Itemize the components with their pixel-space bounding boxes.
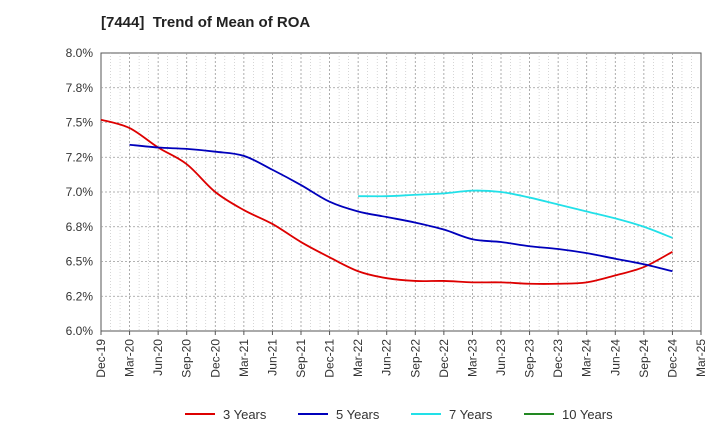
- y-tick-label: 8.0%: [66, 46, 94, 60]
- x-tick-label: Sep-24: [637, 339, 651, 378]
- x-tick-label: Sep-20: [180, 339, 194, 378]
- y-tick-label: 7.0%: [66, 185, 94, 199]
- y-tick-label: 6.5%: [66, 255, 94, 269]
- series-line-5-years: [129, 143, 673, 273]
- x-tick-label: Dec-23: [551, 339, 565, 378]
- y-tick-label: 6.8%: [66, 220, 94, 234]
- x-tick-label: Dec-19: [94, 339, 108, 378]
- y-tick-label: 7.2%: [66, 150, 94, 164]
- x-tick-label: Dec-21: [323, 339, 337, 378]
- x-tick-label: Dec-20: [208, 339, 222, 378]
- y-tick-label: 6.2%: [66, 289, 94, 303]
- legend: 3 Years 5 Years 7 Years 10 Years: [185, 407, 613, 422]
- x-tick-label: Mar-25: [694, 339, 708, 377]
- x-axis-ticks: Dec-19 Mar-20 Jun-20 Sep-20 Dec-20 Mar-21 Jun-…: [94, 331, 708, 378]
- legend-label-5-years: 5 Years: [336, 407, 380, 422]
- y-tick-label: 7.8%: [66, 81, 94, 95]
- series-line-7-years: [358, 189, 673, 239]
- series-line-3-years: [100, 118, 673, 285]
- x-tick-label: Mar-24: [580, 339, 594, 377]
- y-axis-ticks: 8.0% 7.8% 7.5% 7.2% 7.0% 6.8% 6.5% 6.2% 6.0%: [66, 46, 94, 338]
- grid-lines: [101, 53, 701, 331]
- x-tick-label: Mar-21: [237, 339, 251, 377]
- x-tick-label: Mar-22: [351, 339, 365, 377]
- legend-label-10-years: 10 Years: [562, 407, 613, 422]
- x-tick-label: Dec-24: [665, 339, 679, 378]
- x-tick-label: Sep-23: [523, 339, 537, 378]
- y-tick-label: 7.5%: [66, 116, 94, 130]
- x-tick-label: Jun-20: [151, 339, 165, 376]
- x-tick-label: Jun-24: [608, 339, 622, 376]
- x-tick-label: Sep-22: [408, 339, 422, 378]
- x-tick-label: Mar-20: [123, 339, 137, 377]
- x-tick-label: Jun-22: [380, 339, 394, 376]
- x-tick-label: Jun-23: [494, 339, 508, 376]
- legend-label-7-years: 7 Years: [449, 407, 493, 422]
- x-tick-label: Jun-21: [265, 339, 279, 376]
- x-tick-label: Sep-21: [294, 339, 308, 378]
- series-lines: [100, 118, 673, 285]
- x-tick-label: Dec-22: [437, 339, 451, 378]
- x-tick-label: Mar-23: [465, 339, 479, 377]
- chart-title: [7444] Trend of Mean of ROA: [101, 14, 311, 31]
- legend-label-3-years: 3 Years: [223, 407, 267, 422]
- y-tick-label: 6.0%: [66, 324, 94, 338]
